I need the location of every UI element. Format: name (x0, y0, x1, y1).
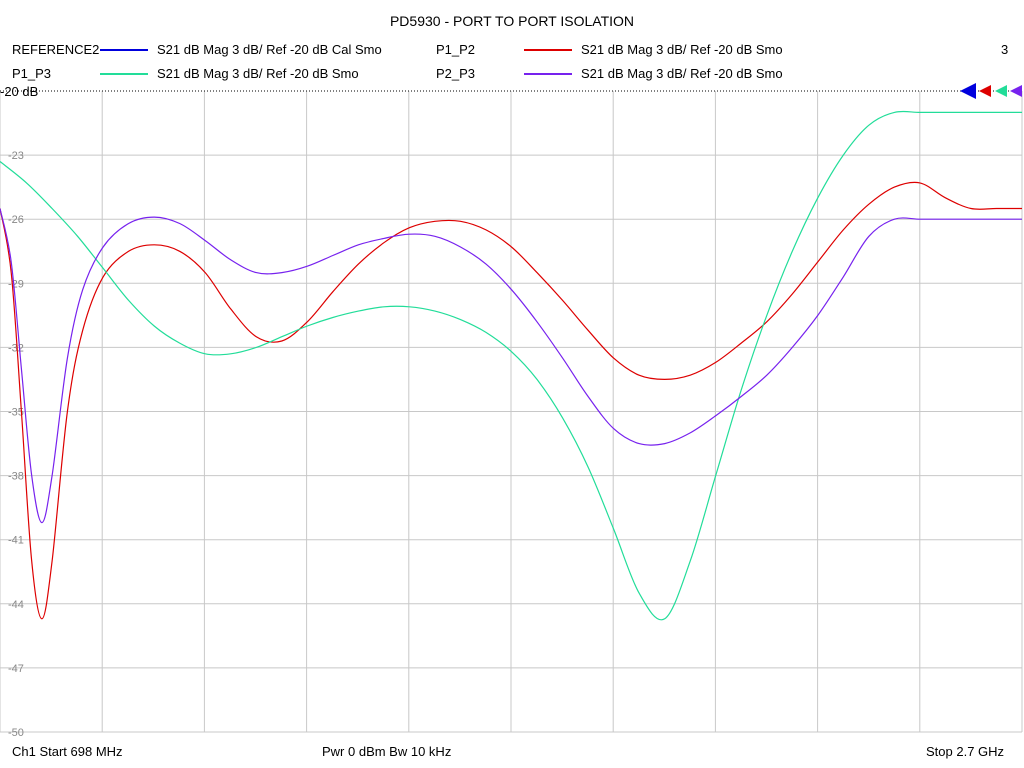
y-tick-label: -41 (8, 535, 24, 547)
y-tick-label: -47 (8, 663, 24, 675)
footer-power: Pwr 0 dBm Bw 10 kHz (322, 744, 452, 759)
reference-level-label: -20 dB (0, 84, 39, 99)
y-tick-label: -38 (8, 471, 24, 483)
footer-start: Ch1 Start 698 MHz (12, 744, 123, 759)
legend-desc: S21 dB Mag 3 dB/ Ref -20 dB Smo (581, 42, 783, 57)
y-tick-label: -35 (8, 407, 24, 419)
reference-marker-p1-p3 (995, 85, 1007, 97)
legend-name: P1_P3 (12, 66, 52, 81)
legend-entry-p2-p3: P2_P3 S21 dB Mag 3 dB/ Ref -20 dB Smo (436, 66, 856, 82)
chart-title: PD5930 - PORT TO PORT ISOLATION (389, 13, 635, 29)
y-tick-label: -50 (8, 727, 24, 739)
reference-marker-p1-p2 (979, 85, 991, 97)
legend-desc: S21 dB Mag 3 dB/ Ref -20 dB Smo (157, 66, 359, 81)
series-line-p1-p3 (0, 110, 1022, 621)
series-group (0, 110, 1022, 621)
reference-marker-reference2 (960, 83, 976, 99)
legend-line (524, 73, 572, 75)
y-tick-label: -44 (8, 599, 24, 611)
legend-entry-p1-p2: P1_P2 S21 dB Mag 3 dB/ Ref -20 dB Smo (436, 42, 856, 58)
footer-stop: Stop 2.7 GHz (926, 744, 1005, 759)
y-tick-label: -32 (8, 342, 24, 354)
channel-count: 3 (1001, 42, 1009, 57)
reference-marker-p2-p3 (1010, 85, 1022, 97)
legend-name: P2_P3 (436, 66, 476, 81)
legend-name: P1_P2 (436, 42, 476, 57)
legend-line (524, 49, 572, 51)
y-tick-label: -29 (8, 278, 24, 290)
reference-markers (960, 83, 1022, 99)
series-line-p2-p3 (0, 208, 1022, 524)
y-tick-label: -23 (8, 150, 24, 162)
legend-line (100, 73, 148, 75)
legend-line (100, 49, 148, 51)
y-tick-label: -26 (8, 214, 24, 226)
legend-desc: S21 dB Mag 3 dB/ Ref -20 dB Cal Smo (157, 42, 382, 57)
y-tick-labels: -23 -26 -29 -32 -35 -38 -41 -44 -47 -50 (8, 150, 24, 739)
legend-entry-p1-p3: P1_P3 S21 dB Mag 3 dB/ Ref -20 dB Smo (12, 66, 432, 82)
legend-name: REFERENCE2 (12, 42, 100, 57)
legend-desc: S21 dB Mag 3 dB/ Ref -20 dB Smo (581, 66, 783, 81)
series-line-p1-p2 (0, 181, 1022, 620)
legend-entry-reference2: REFERENCE2 S21 dB Mag 3 dB/ Ref -20 dB C… (12, 42, 432, 58)
grid (0, 90, 1023, 733)
